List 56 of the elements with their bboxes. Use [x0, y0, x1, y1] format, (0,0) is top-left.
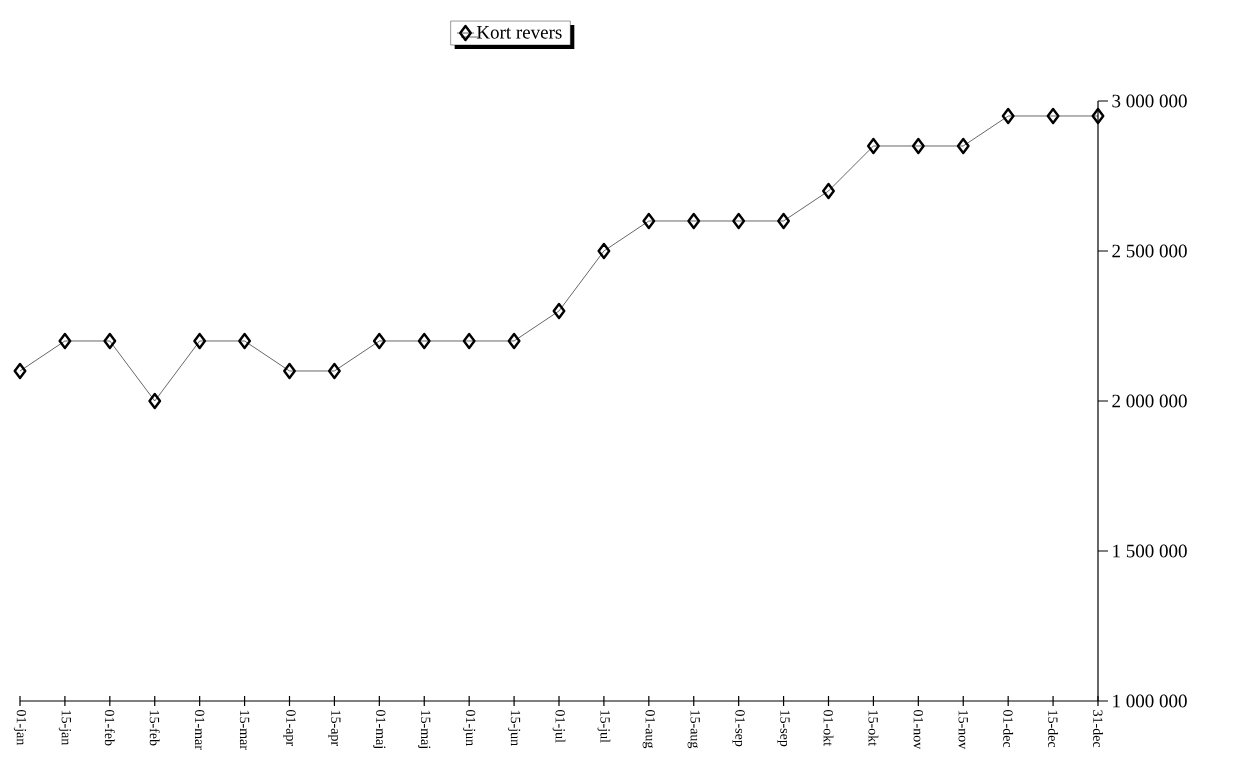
x-tick-label: 15-jan	[58, 710, 72, 746]
y-tick-label: 3 000 000	[1112, 94, 1187, 108]
point	[283, 362, 296, 380]
x-tick-label: 15-aug	[687, 710, 700, 749]
point	[1001, 107, 1015, 125]
x-tick-label: 15-mar	[239, 710, 250, 750]
x-tick-label: 01-okt	[823, 710, 834, 747]
x-tick-label: 01-jan	[13, 710, 27, 746]
y-tick-label: 1 500 000	[1113, 544, 1187, 558]
point	[462, 332, 476, 350]
x-tick-label: 15-nov	[958, 710, 968, 750]
x-tick-label: 15-jul	[597, 710, 611, 743]
x-tick-label: 01-aug	[642, 710, 655, 749]
x-tick-label: 01-feb	[104, 710, 115, 746]
point	[822, 182, 835, 200]
point	[1091, 107, 1105, 125]
point	[911, 137, 925, 155]
point	[148, 392, 162, 410]
x-tick-label: 15-okt	[868, 710, 879, 747]
point	[13, 362, 27, 380]
point	[417, 332, 431, 350]
point	[642, 212, 656, 230]
point	[1046, 107, 1060, 125]
x-tick-label: 01-jun	[463, 710, 476, 746]
point	[956, 137, 970, 155]
x-tick-label: 01-nov	[913, 710, 924, 750]
point	[777, 212, 791, 230]
x-tick-label: 15-maj	[418, 710, 431, 748]
x-tick-label: 15-jun	[507, 710, 521, 746]
point	[103, 332, 117, 350]
y-tick-label: 1 000 000	[1113, 694, 1187, 708]
point	[372, 332, 386, 350]
x-tick-label: 15-apr	[328, 710, 341, 746]
x-tick-label: 01-dec	[1003, 710, 1014, 748]
point	[597, 242, 611, 260]
x-tick-label: 31-dec	[1093, 710, 1103, 748]
x-tick-label: 01-jul	[552, 710, 566, 743]
x-tick-label: 01-mar	[194, 710, 205, 750]
x-tick-label: 01-maj	[373, 710, 386, 748]
point	[327, 362, 341, 380]
x-tick-label: 01-sep	[732, 710, 745, 747]
x-tick-label: 15-feb	[149, 710, 160, 746]
x-tick-label: 01-apr	[283, 710, 296, 746]
x-tick-label: 15-sep	[777, 710, 790, 747]
point	[238, 332, 252, 350]
point	[552, 302, 566, 320]
point	[687, 212, 701, 230]
point	[58, 332, 72, 350]
point	[507, 332, 521, 350]
x-tick-label: 15-dec	[1048, 710, 1059, 748]
point	[732, 212, 746, 230]
legend-label: Kort revers	[476, 26, 562, 39]
point	[193, 332, 207, 350]
point	[866, 137, 880, 155]
y-tick-label: 2 500 000	[1112, 244, 1187, 258]
y-tick-label: 2 000 000	[1112, 394, 1187, 408]
